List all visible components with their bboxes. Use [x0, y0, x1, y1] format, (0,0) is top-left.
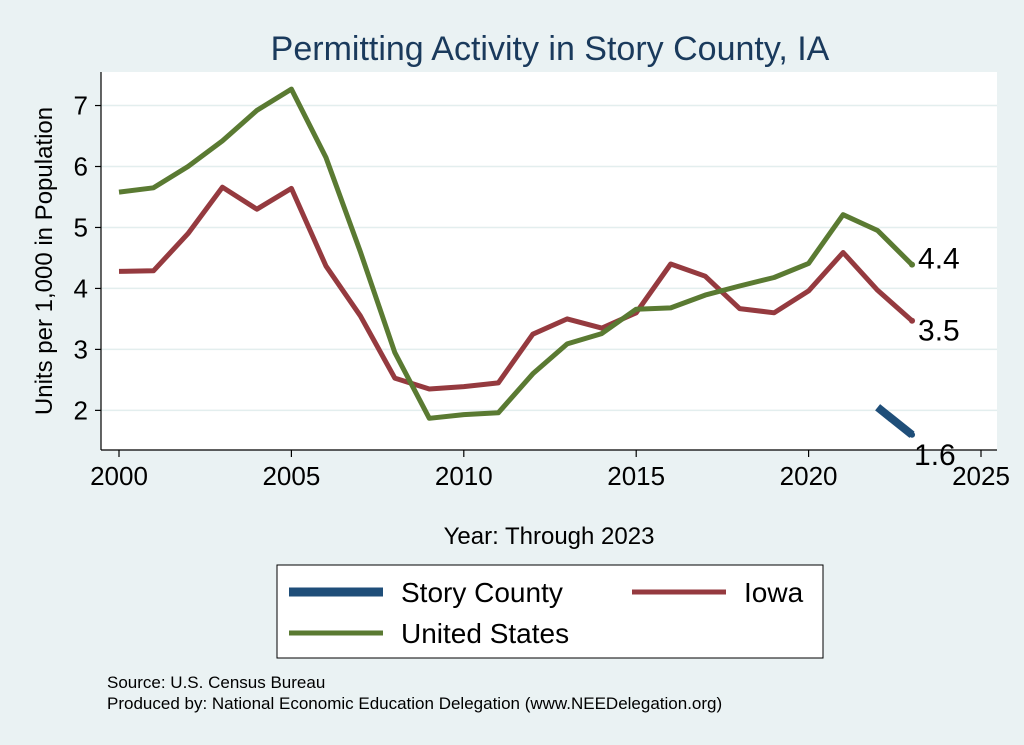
y-tick-label: 5 [74, 212, 88, 242]
legend-label-iowa: Iowa [744, 577, 804, 608]
x-tick-label: 2025 [952, 461, 1010, 491]
series-end-point-united-states [909, 261, 916, 268]
end-value-label-story-county: 1.6 [914, 439, 956, 472]
series-end-point-story-county [909, 431, 916, 438]
y-ticks: 2 3 4 5 6 7 [74, 91, 101, 425]
y-axis-title: Units per 1,000 in Population [31, 107, 58, 415]
producer-note: Produced by: National Economic Education… [107, 694, 722, 713]
grid [101, 104, 997, 412]
chart-title: Permitting Activity in Story County, IA [271, 30, 830, 68]
x-tick-label: 2015 [607, 461, 665, 491]
end-labels: 1.6 3.5 4.4 [914, 243, 960, 472]
y-tick-label: 6 [74, 152, 88, 182]
legend-label-united-states: United States [401, 618, 569, 649]
x-tick-label: 2020 [780, 461, 838, 491]
x-tick-label: 2000 [90, 461, 148, 491]
y-tick-label: 2 [74, 395, 88, 425]
legend-box [276, 564, 824, 659]
source-note: Source: U.S. Census Bureau [107, 673, 325, 692]
end-value-label-united-states: 4.4 [918, 243, 960, 276]
x-tick-label: 2005 [262, 461, 320, 491]
y-tick-label: 4 [74, 273, 88, 303]
series-line-iowa [118, 184, 914, 392]
series-line-united-states [118, 86, 914, 421]
end-value-label-iowa: 3.5 [918, 315, 960, 348]
x-ticks: 2000 2005 2010 2015 2020 2025 [90, 450, 1010, 491]
series-line-story-county [875, 404, 915, 438]
y-tick-label: 3 [74, 334, 88, 364]
series-end-point-iowa [909, 317, 916, 324]
legend-label-story-county: Story County [401, 577, 563, 608]
x-axis-title: Year: Through 2023 [444, 523, 655, 550]
x-tick-label: 2010 [435, 461, 493, 491]
y-tick-label: 7 [74, 91, 88, 121]
series-layer [118, 86, 916, 438]
legend: Story County Iowa United States [289, 577, 804, 649]
